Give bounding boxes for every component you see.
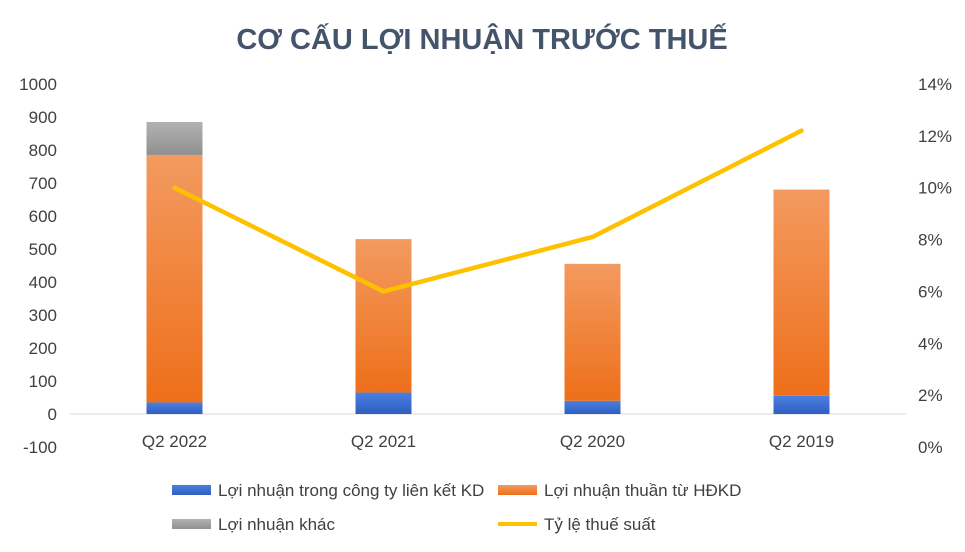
right-tick-label: 6% (918, 282, 943, 301)
left-tick-label: 800 (29, 141, 57, 160)
legend-label: Tỷ lệ thuế suất (544, 515, 656, 534)
chart-title: CƠ CẤU LỢI NHUẬN TRƯỚC THUẾ (236, 22, 727, 56)
legend-swatch (498, 485, 537, 495)
bar-segment (146, 121, 203, 155)
right-axis: 0% 2% 4% 6% 8% 10% 12% 14% (918, 75, 952, 457)
left-tick-label: 500 (29, 240, 57, 259)
legend-swatch (172, 519, 211, 529)
legend-label: Lợi nhuận trong công ty liên kết KD (218, 481, 484, 500)
right-tick-label: 12% (918, 127, 952, 146)
bar-segment (355, 239, 412, 393)
bar-segment (773, 189, 830, 396)
line-point (591, 235, 594, 239)
left-tick-label: 900 (29, 108, 57, 127)
legend-label: Lợi nhuận khác (218, 515, 336, 534)
left-tick-label: 100 (29, 372, 57, 391)
left-tick-label: 700 (29, 174, 57, 193)
x-tick-label: Q2 2020 (560, 432, 625, 451)
left-tick-label: 400 (29, 273, 57, 292)
left-tick-label: -100 (23, 438, 57, 457)
bar-segment (564, 263, 621, 401)
series-line (172, 128, 804, 294)
right-tick-label: 2% (918, 386, 943, 405)
bar-segment (773, 395, 830, 414)
legend-label: Lợi nhuận thuần từ HĐKD (544, 481, 741, 500)
right-tick-label: 4% (918, 334, 943, 353)
left-axis: -100 0 100 200 300 400 500 600 700 800 900 1000 (19, 75, 57, 457)
x-tick-label: Q2 2019 (769, 432, 834, 451)
line-point (800, 129, 803, 133)
bar-segment (146, 154, 203, 403)
line-point (173, 186, 176, 190)
left-tick-label: 300 (29, 306, 57, 325)
x-tick-label: Q2 2021 (351, 432, 416, 451)
right-tick-label: 0% (918, 438, 943, 457)
x-axis: Q2 2022 Q2 2021 Q2 2020 Q2 2019 (142, 432, 834, 451)
legend-swatch (172, 485, 211, 495)
left-tick-label: 1000 (19, 75, 57, 94)
right-tick-label: 14% (918, 75, 952, 94)
right-tick-label: 10% (918, 179, 952, 198)
bars (146, 121, 830, 414)
bar-segment (564, 400, 621, 414)
bar-segment (146, 402, 203, 414)
tax-rate-line (172, 128, 804, 294)
x-tick-label: Q2 2022 (142, 432, 207, 451)
left-tick-label: 600 (29, 207, 57, 226)
right-tick-label: 8% (918, 231, 943, 250)
line-point (382, 289, 385, 293)
left-tick-label: 0 (48, 405, 57, 424)
left-tick-label: 200 (29, 339, 57, 358)
bar-segment (355, 392, 412, 414)
legend: Lợi nhuận trong công ty liên kết KD Lợi n… (172, 481, 741, 534)
